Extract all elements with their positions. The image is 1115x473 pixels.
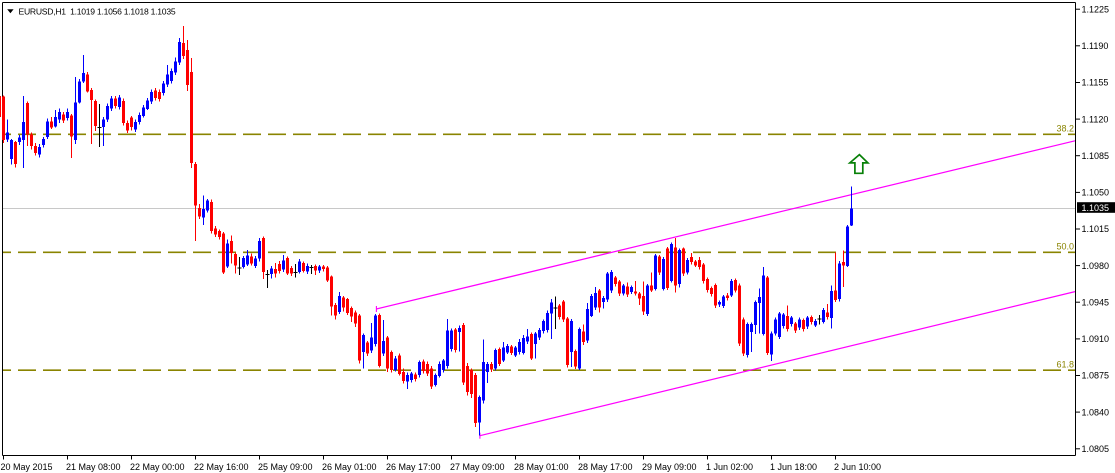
svg-text:29 May 09:00: 29 May 09:00 xyxy=(642,462,697,472)
svg-text:38.2: 38.2 xyxy=(1056,123,1074,133)
svg-text:1.1225: 1.1225 xyxy=(1082,4,1110,14)
svg-text:2 Jun 10:00: 2 Jun 10:00 xyxy=(834,462,881,472)
svg-text:28 May 01:00: 28 May 01:00 xyxy=(514,462,569,472)
svg-text:1.1015: 1.1015 xyxy=(1082,224,1110,234)
svg-text:1.1085: 1.1085 xyxy=(1082,151,1110,161)
svg-text:1.1035: 1.1035 xyxy=(1082,203,1110,213)
svg-text:1.1190: 1.1190 xyxy=(1082,41,1109,51)
svg-text:1 Jun 02:00: 1 Jun 02:00 xyxy=(706,462,753,472)
svg-text:1.1050: 1.1050 xyxy=(1082,188,1110,198)
svg-text:1.1120: 1.1120 xyxy=(1082,114,1109,124)
svg-text:25 May 09:00: 25 May 09:00 xyxy=(258,462,313,472)
svg-text:21 May 08:00: 21 May 08:00 xyxy=(66,462,121,472)
svg-text:1.0945: 1.0945 xyxy=(1082,297,1110,307)
svg-text:27 May 09:00: 27 May 09:00 xyxy=(450,462,505,472)
svg-text:1 Jun 18:00: 1 Jun 18:00 xyxy=(770,462,817,472)
svg-text:20 May 2015: 20 May 2015 xyxy=(1,462,53,472)
svg-text:1.0910: 1.0910 xyxy=(1082,334,1110,344)
svg-text:1.0875: 1.0875 xyxy=(1082,371,1110,381)
svg-text:1.0805: 1.0805 xyxy=(1082,444,1110,454)
svg-text:22 May 16:00: 22 May 16:00 xyxy=(194,462,249,472)
svg-text:50.0: 50.0 xyxy=(1056,241,1074,251)
svg-text:26 May 01:00: 26 May 01:00 xyxy=(322,462,377,472)
svg-text:28 May 17:00: 28 May 17:00 xyxy=(578,462,633,472)
svg-text:EURUSD,H1 1.1019 1.1056 1.101: EURUSD,H1 1.1019 1.1056 1.1018 1.1035 xyxy=(19,6,176,16)
svg-text:1.0980: 1.0980 xyxy=(1082,261,1110,271)
svg-text:1.1155: 1.1155 xyxy=(1082,78,1109,88)
svg-text:22 May 00:00: 22 May 00:00 xyxy=(130,462,185,472)
svg-text:1.0840: 1.0840 xyxy=(1082,407,1110,417)
svg-text:61.8: 61.8 xyxy=(1056,359,1074,369)
svg-text:26 May 17:00: 26 May 17:00 xyxy=(386,462,441,472)
